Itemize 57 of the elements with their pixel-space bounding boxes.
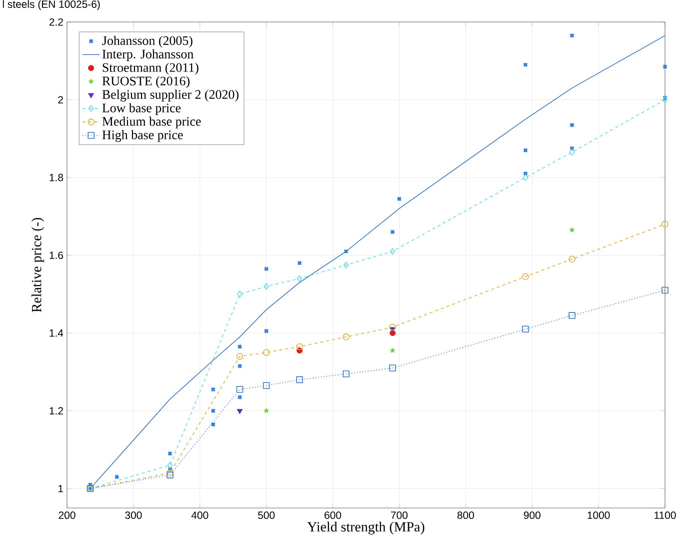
point	[236, 386, 244, 393]
y-tick-label: 2	[58, 96, 63, 104]
x-tick-label: 700	[391, 512, 408, 519]
point	[296, 275, 302, 282]
legend-label: Low base price	[102, 103, 181, 115]
x-tick-label: 500	[258, 512, 275, 519]
point	[568, 312, 576, 319]
y-tick-label: 1.2	[50, 407, 63, 414]
point	[342, 370, 350, 378]
y-axis-title: Relative price (-)	[31, 218, 44, 312]
y-tick-label: 1.8	[50, 174, 64, 182]
x-tick-label: 300	[125, 512, 142, 519]
point	[390, 248, 396, 255]
x-tick-label: 1100	[654, 512, 676, 519]
x-tick-label: 1000	[588, 512, 610, 519]
point	[389, 324, 396, 331]
point	[296, 376, 303, 384]
point	[662, 220, 668, 228]
x-tick-label: 600	[324, 512, 342, 519]
x-tick-label: 200	[58, 512, 76, 519]
point	[662, 286, 668, 294]
legend-label: Belgium supplier 2 (2020)	[102, 90, 238, 102]
legend-label: Interp. Johansson	[102, 49, 194, 62]
legend-label: Johansson (2005)	[102, 36, 192, 48]
legend-label: Stroetmann (2011)	[102, 62, 198, 75]
point	[522, 326, 529, 333]
point	[389, 364, 396, 372]
legend-label: RUOSTE (2016)	[102, 76, 190, 88]
point	[522, 174, 528, 181]
point	[522, 273, 529, 280]
point	[343, 262, 349, 268]
point	[296, 343, 303, 350]
point	[262, 382, 270, 389]
x-tick-label: 400	[191, 512, 208, 519]
y-tick-label: 1	[58, 484, 63, 492]
point	[237, 290, 242, 298]
point	[236, 408, 243, 414]
point	[568, 256, 576, 263]
x-tick-label: 800	[457, 512, 474, 519]
legend-label: Medium base price	[102, 116, 201, 128]
legend-label: High base price	[102, 130, 183, 142]
chart-title: l steels (EN 10025-6)	[2, 0, 100, 10]
point	[264, 408, 270, 414]
point	[262, 349, 270, 356]
point	[662, 96, 668, 104]
point	[569, 148, 575, 156]
point	[167, 462, 173, 469]
point	[390, 348, 396, 353]
y-tick-label: 1.4	[50, 329, 64, 337]
point	[342, 334, 350, 340]
x-tick-label: 900	[524, 512, 540, 519]
y-tick-label: 1.6	[50, 252, 64, 259]
x-axis-title: Yield strength (MPa)	[307, 522, 424, 534]
point	[569, 227, 575, 232]
point	[264, 282, 269, 290]
point	[236, 352, 244, 360]
y-tick-label: 2.2	[49, 18, 63, 26]
